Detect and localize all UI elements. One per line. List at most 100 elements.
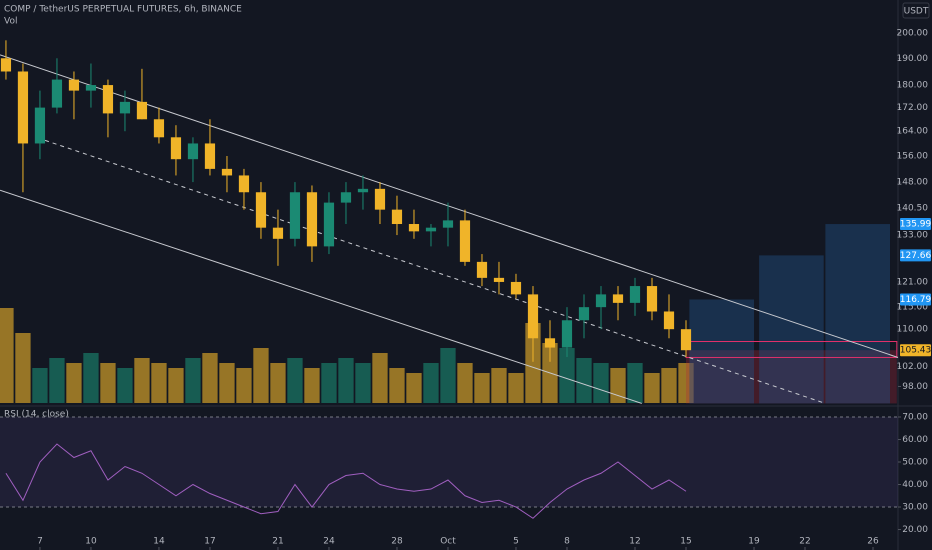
y-tick-label: 98.00 bbox=[902, 382, 928, 392]
candle-body bbox=[493, 277, 505, 282]
candle-body bbox=[646, 286, 658, 312]
volume-bar bbox=[100, 363, 116, 403]
volume-bar bbox=[491, 368, 507, 403]
target-zone bbox=[689, 299, 755, 404]
currency[interactable]: USDT bbox=[904, 7, 929, 17]
volume-bar bbox=[508, 373, 524, 403]
volume-bar bbox=[525, 323, 541, 403]
candle-body bbox=[578, 307, 590, 321]
target-zone bbox=[759, 255, 824, 404]
volume-bar bbox=[457, 363, 473, 403]
x-tick-label: 15 bbox=[680, 537, 691, 547]
candle-body bbox=[595, 294, 607, 308]
candle-body bbox=[459, 220, 471, 262]
x-tick-label: 22 bbox=[799, 537, 810, 547]
volume-bar bbox=[236, 368, 252, 403]
candle-body bbox=[187, 143, 199, 160]
candle-body bbox=[136, 101, 148, 120]
x-tick-label: 19 bbox=[748, 537, 760, 547]
y-tick-label: 140.50 bbox=[897, 203, 929, 213]
x-tick-label: 28 bbox=[391, 537, 403, 547]
volume-bar bbox=[355, 363, 371, 403]
y-tick-label: 200.00 bbox=[897, 28, 929, 38]
volume-bar bbox=[440, 348, 456, 403]
volume-bar bbox=[185, 358, 201, 403]
target-label: 116.79 bbox=[900, 295, 932, 305]
target-label-bg bbox=[900, 218, 931, 231]
candle-body bbox=[306, 192, 318, 247]
channel-line bbox=[0, 54, 899, 358]
candle-body bbox=[612, 294, 624, 303]
target-label: 135.99 bbox=[900, 220, 932, 230]
volume-bar bbox=[32, 368, 48, 403]
volume-bar bbox=[372, 353, 388, 403]
volume-bar bbox=[576, 358, 592, 403]
candle-body bbox=[221, 168, 233, 176]
x-tick-label: 12 bbox=[629, 537, 640, 547]
volume-bar bbox=[678, 363, 694, 403]
channel-line bbox=[0, 189, 642, 404]
y-tick-label: 121.00 bbox=[897, 277, 929, 287]
candle-body bbox=[510, 281, 522, 295]
y-tick-label: 164.00 bbox=[897, 127, 929, 137]
y-tick-label: 148.00 bbox=[897, 178, 929, 188]
candle-body bbox=[442, 220, 454, 228]
x-tick-label: 5 bbox=[513, 537, 519, 547]
target-label-bg bbox=[900, 249, 931, 262]
candle-body bbox=[408, 224, 420, 232]
candle-body bbox=[51, 79, 63, 108]
candle-body bbox=[357, 188, 369, 193]
volume-bar bbox=[202, 353, 218, 403]
candle-body bbox=[204, 143, 216, 169]
candle-body bbox=[34, 107, 46, 144]
x-tick-label: 24 bbox=[323, 537, 335, 547]
volume-bar bbox=[0, 308, 14, 403]
volume-bar bbox=[151, 363, 167, 403]
y-tick-label: 115.00 bbox=[897, 303, 929, 313]
candle-body bbox=[289, 192, 301, 239]
volume-bar bbox=[287, 358, 303, 403]
rsi-title: RSI (14, close) bbox=[4, 410, 69, 420]
candle-body bbox=[68, 79, 80, 91]
x-tick-label: 14 bbox=[153, 537, 165, 547]
currency-button[interactable] bbox=[902, 2, 930, 19]
candle-body bbox=[102, 85, 114, 114]
rsi-tick-label: 40.00 bbox=[902, 480, 928, 490]
volume-bar bbox=[593, 363, 609, 403]
volume-bar bbox=[304, 368, 320, 403]
y-tick-label: 102.00 bbox=[897, 362, 929, 372]
candle-body bbox=[629, 286, 641, 303]
target-zone bbox=[825, 224, 891, 404]
volume-label: Vol bbox=[4, 17, 17, 27]
volume-bar bbox=[270, 363, 286, 403]
rsi-tick-label: 50.00 bbox=[902, 458, 928, 468]
volume-bar bbox=[15, 333, 31, 403]
candle-body bbox=[663, 311, 675, 330]
rsi-tick-label: 20.00 bbox=[902, 525, 928, 535]
candle-body bbox=[170, 137, 182, 160]
volume-bar bbox=[168, 368, 184, 403]
y-tick-label: 172.00 bbox=[897, 103, 929, 113]
x-tick-label: 21 bbox=[272, 537, 283, 547]
candle-body bbox=[561, 320, 573, 348]
candle-body bbox=[680, 329, 692, 351]
candle-body bbox=[272, 227, 284, 239]
volume-bar bbox=[474, 373, 490, 403]
x-tick-label: 26 bbox=[867, 537, 879, 547]
candle-body bbox=[340, 192, 352, 203]
volume-bar bbox=[49, 358, 65, 403]
candle-body bbox=[391, 209, 403, 225]
last-price-label-bg bbox=[900, 344, 931, 357]
chart-title: COMP / TetherUS PERPETUAL FUTURES, 6h, B… bbox=[4, 5, 242, 15]
candle-body bbox=[85, 85, 97, 91]
target-label: 127.66 bbox=[900, 251, 932, 261]
candle-body bbox=[323, 202, 335, 247]
candle-body bbox=[527, 294, 539, 339]
volume-bar bbox=[83, 353, 99, 403]
x-tick-label: 17 bbox=[204, 537, 215, 547]
candle-body bbox=[374, 188, 386, 210]
volume-bar bbox=[321, 363, 337, 403]
volume-bar bbox=[627, 363, 643, 403]
volume-bar bbox=[389, 368, 405, 403]
